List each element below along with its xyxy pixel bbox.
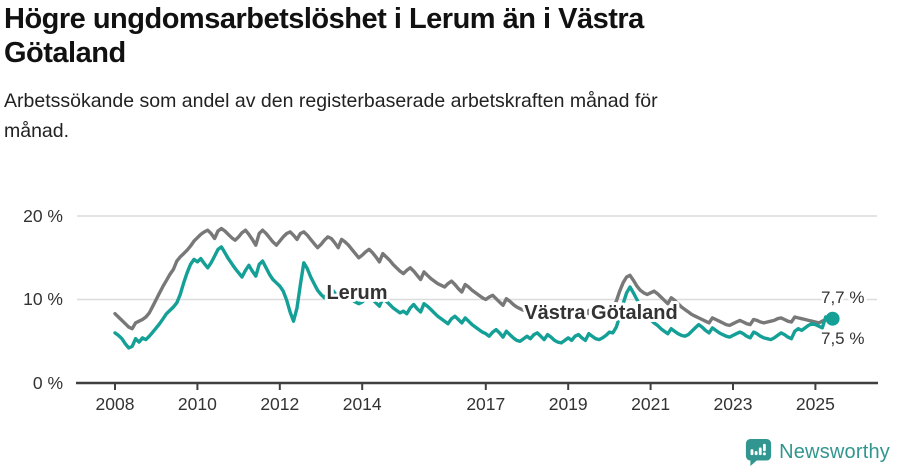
x-tick-label-2008: 2008 <box>96 394 135 414</box>
title-line-1: Högre ungdomsarbetslöshet i Lerum än i V… <box>4 3 644 35</box>
subtitle-line-1: Arbetssökande som andel av den registerb… <box>4 90 658 112</box>
end-value-label-lerum: 7,7 % <box>821 288 864 307</box>
logo-bar-chart-glyph <box>750 443 767 456</box>
y-tick-label-10: 10 % <box>23 289 63 309</box>
x-tick-label-2021: 2021 <box>631 394 670 414</box>
chart-header: Högre ungdomsarbetslöshet i Lerum än i V… <box>4 2 884 146</box>
x-tick-label-2012: 2012 <box>260 394 299 414</box>
x-tick-label-2019: 2019 <box>549 394 588 414</box>
y-tick-label-20: 20 % <box>23 206 63 226</box>
y-tick-label-0: 0 % <box>33 373 63 393</box>
x-tick-label-2017: 2017 <box>466 394 505 414</box>
end-value-label-vastra-gotaland: 7,5 % <box>821 329 864 348</box>
x-tick-label-2023: 2023 <box>714 394 753 414</box>
brand-name: Newsworthy <box>779 440 890 463</box>
series-label-vastra-gotaland: Västra Götaland <box>524 302 677 324</box>
y-axis-labels: 20 % 10 % 0 % <box>23 206 63 393</box>
newsworthy-logo-icon <box>745 438 772 466</box>
lerum-end-point-dot <box>825 311 840 326</box>
x-axis-ticks: 2008 2010 2012 2014 2017 2019 2021 2023 2025 <box>96 383 835 414</box>
x-tick-label-2010: 2010 <box>178 394 217 414</box>
page-title: Högre ungdomsarbetslöshet i Lerum än i V… <box>4 2 884 70</box>
subtitle-line-2: månad. <box>4 120 70 142</box>
series-lines <box>113 226 835 350</box>
x-tick-label-2014: 2014 <box>343 394 382 414</box>
line-västra-götaland <box>113 226 835 331</box>
gridlines <box>77 215 877 301</box>
line-lerum <box>113 245 835 350</box>
title-line-2: Götaland <box>4 37 126 69</box>
chart-subtitle: Arbetssökande som andel av den registerb… <box>4 86 884 146</box>
series-label-lerum: Lerum <box>326 282 387 304</box>
newsworthy-branding: Newsworthy <box>745 438 890 466</box>
x-tick-label-2025: 2025 <box>796 394 835 414</box>
